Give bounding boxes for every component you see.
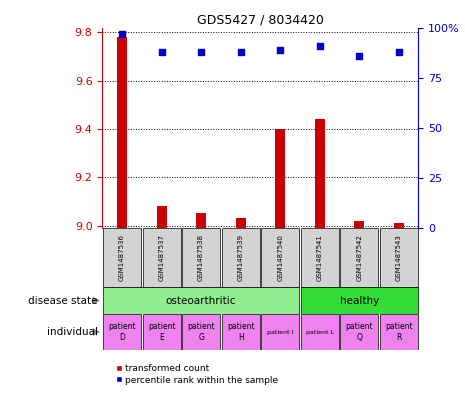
Text: patient L: patient L — [306, 330, 334, 334]
Legend: transformed count, percentile rank within the sample: transformed count, percentile rank withi… — [116, 364, 278, 385]
Point — [316, 42, 323, 49]
Bar — [380, 314, 418, 350]
Text: GSM1487543: GSM1487543 — [396, 234, 402, 281]
Text: patient
D: patient D — [108, 322, 136, 342]
Text: patient I: patient I — [267, 330, 293, 334]
Bar — [103, 228, 141, 287]
Text: individual: individual — [46, 327, 98, 337]
Text: patient
E: patient E — [148, 322, 175, 342]
Bar — [275, 129, 285, 228]
Text: patient
H: patient H — [227, 322, 254, 342]
Bar — [301, 314, 339, 350]
Point — [276, 46, 284, 53]
Text: disease state: disease state — [28, 296, 98, 306]
Bar — [196, 213, 206, 228]
Bar — [236, 218, 246, 228]
Bar — [182, 228, 220, 287]
Bar — [340, 228, 378, 287]
Bar — [157, 206, 166, 228]
Bar — [143, 314, 180, 350]
Bar — [380, 228, 418, 287]
Bar — [394, 223, 404, 228]
Text: osteoarthritic: osteoarthritic — [166, 296, 236, 306]
Bar — [340, 314, 378, 350]
Point — [197, 48, 205, 55]
Text: healthy: healthy — [339, 296, 379, 306]
Text: GSM1487539: GSM1487539 — [238, 234, 244, 281]
Text: GSM1487538: GSM1487538 — [198, 234, 204, 281]
Bar — [301, 228, 339, 287]
Bar — [354, 221, 364, 228]
Text: GSM1487536: GSM1487536 — [119, 234, 125, 281]
Bar — [222, 228, 259, 287]
Bar — [222, 314, 259, 350]
Text: GSM1487541: GSM1487541 — [317, 234, 323, 281]
Text: patient
R: patient R — [385, 322, 412, 342]
Point — [355, 52, 363, 59]
Bar — [301, 287, 418, 314]
Bar — [117, 37, 127, 228]
Bar — [103, 314, 141, 350]
Bar — [261, 314, 299, 350]
Point — [158, 48, 165, 55]
Text: GSM1487537: GSM1487537 — [159, 234, 165, 281]
Point — [395, 48, 402, 55]
Bar — [315, 119, 325, 228]
Bar — [143, 228, 180, 287]
Text: GSM1487542: GSM1487542 — [356, 234, 362, 281]
Bar — [103, 287, 299, 314]
Title: GDS5427 / 8034420: GDS5427 / 8034420 — [197, 13, 324, 26]
Bar — [261, 228, 299, 287]
Text: patient
G: patient G — [187, 322, 215, 342]
Point — [118, 30, 126, 37]
Text: patient
Q: patient Q — [345, 322, 373, 342]
Point — [237, 48, 244, 55]
Text: GSM1487540: GSM1487540 — [277, 234, 283, 281]
Bar — [182, 314, 220, 350]
